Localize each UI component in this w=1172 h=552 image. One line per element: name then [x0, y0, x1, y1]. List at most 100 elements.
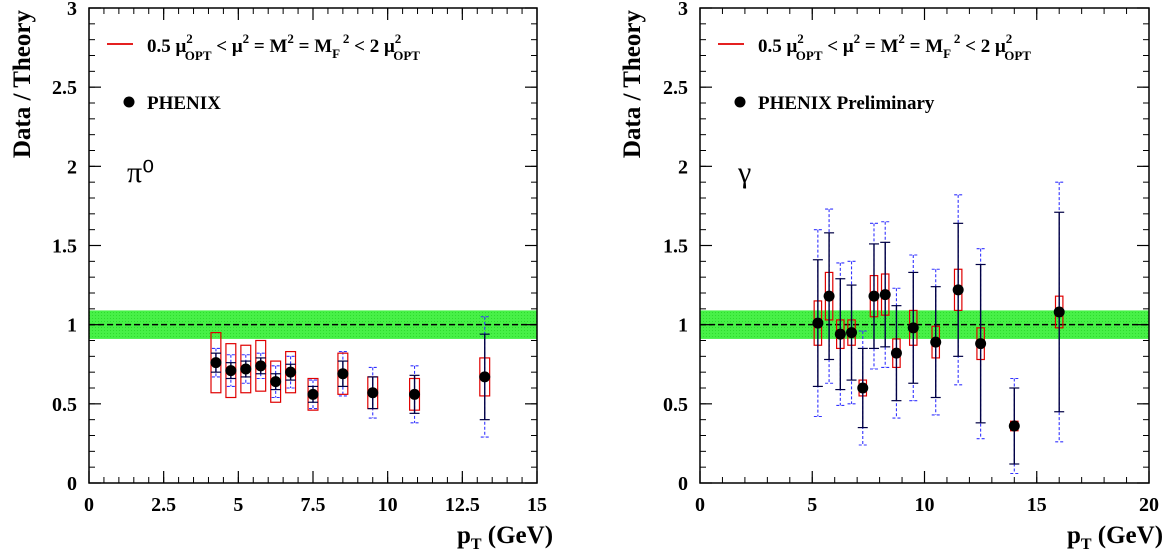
x-tick-label: 2.5	[151, 494, 176, 516]
data-point-0	[210, 331, 222, 394]
y-tick-label: 1.5	[52, 236, 77, 258]
x-tick-label: 10	[378, 494, 398, 516]
y-tick-label: 3	[678, 0, 688, 20]
legend-sup: 2	[898, 31, 905, 46]
legend-part: < μ	[212, 36, 243, 57]
data-point-2	[834, 262, 846, 406]
data-point-5	[285, 350, 297, 394]
data-marker	[210, 357, 222, 369]
y-tick-label: 0	[678, 473, 688, 495]
data-marker	[367, 387, 379, 399]
legend-marker	[734, 96, 746, 108]
plot-frame	[699, 7, 1150, 484]
data-marker	[270, 376, 282, 388]
x-tick-label: 7.5	[301, 494, 326, 516]
data-marker	[846, 327, 858, 339]
x-tick-label: 0	[695, 494, 705, 516]
y-tick-label: 2.5	[663, 77, 688, 99]
data-point-8	[367, 366, 379, 419]
data-marker	[823, 290, 835, 302]
legend-sub: OPT	[1004, 48, 1031, 63]
legend-marker	[123, 96, 135, 108]
legend-sup: 2	[951, 31, 961, 46]
data-marker	[930, 336, 942, 348]
data-marker	[890, 347, 902, 359]
legend-sub: OPT	[796, 48, 823, 63]
data-marker	[868, 290, 880, 302]
data-point-9	[409, 365, 421, 424]
legend-sup: 2	[287, 31, 294, 46]
x-tick-label: 5	[233, 494, 243, 516]
legend-sub: F	[332, 46, 340, 61]
y-tick-label: 2	[67, 156, 77, 178]
legend-scale-text: 0.5 μ2 OPT < μ2 = M2 = MF 2 < 2 μ2 OPT0.5 …	[758, 31, 1031, 63]
data-marker	[1053, 306, 1065, 318]
legend-sup: 2	[854, 31, 861, 46]
data-marker	[255, 360, 267, 372]
data-point-13	[1053, 181, 1065, 443]
legend-marker-text: PHENIX	[147, 93, 221, 114]
x-title-unit: (GeV)	[482, 522, 554, 549]
x-tick-label: 10	[915, 494, 935, 516]
data-point-12	[1008, 377, 1020, 475]
legend-sup: 2	[243, 31, 250, 46]
legend-sub: OPT	[393, 48, 420, 63]
data-marker	[834, 328, 846, 340]
data-point-7	[337, 351, 349, 397]
y-tick-label: 0.5	[663, 394, 688, 416]
x-tick-label: 0	[84, 494, 94, 516]
data-marker	[479, 371, 491, 383]
data-point-0	[812, 229, 824, 418]
y-tick-label: 1.5	[663, 236, 688, 258]
y-axis-title: Data / Theory	[619, 10, 646, 159]
y-tick-label: 0.5	[52, 394, 77, 416]
data-marker	[975, 338, 987, 350]
y-axis-title: Data / Theory	[9, 10, 36, 159]
y-tick-label: 3	[67, 0, 77, 20]
data-point-10	[952, 194, 964, 386]
plot-frame	[88, 7, 538, 484]
x-tick-label: 15	[527, 494, 547, 516]
data-point-5	[868, 222, 880, 370]
x-title-subscript: T	[471, 536, 482, 552]
legend-sup: 2	[1006, 31, 1013, 46]
x-tick-label: 15	[1027, 494, 1047, 516]
data-point-7	[890, 287, 902, 419]
legend-sup: 2	[186, 31, 193, 46]
x-tick-label: 20	[1139, 494, 1159, 516]
data-marker	[879, 289, 891, 301]
x-title-subscript: T	[1081, 536, 1092, 552]
legend-part: < 2 μ	[960, 36, 1006, 57]
legend-part: < 2 μ	[349, 36, 395, 57]
y-tick-label: 1	[678, 315, 688, 337]
data-marker	[1008, 420, 1020, 432]
data-point-10	[479, 316, 491, 438]
x-title-main: p	[457, 522, 471, 549]
legend-sub: OPT	[185, 48, 212, 63]
legend-part: = M	[249, 36, 287, 57]
x-tick-label: 5	[807, 494, 817, 516]
legend-sup: 2	[340, 31, 350, 46]
data-marker	[225, 365, 237, 377]
data-point-3	[255, 339, 267, 392]
data-point-4	[857, 330, 869, 446]
legend-part: 0.5 μ	[147, 36, 187, 57]
y-tick-label: 2	[678, 156, 688, 178]
data-marker	[952, 284, 964, 296]
x-title-unit: (GeV)	[1092, 522, 1164, 549]
data-point-1	[225, 343, 237, 399]
data-marker	[285, 366, 297, 378]
legend-sup: 2	[797, 31, 804, 46]
data-point-6	[879, 221, 891, 368]
x-title-main: p	[1067, 522, 1081, 549]
photon-panel: 0 0.5 1 1.5 2 2.5 3 0 5 10 15 20 Data / Theory pT (Ge…	[619, 0, 1163, 552]
legend-part: 0.5 μ	[758, 36, 798, 57]
data-point-11	[975, 248, 987, 440]
data-point-8	[907, 254, 919, 402]
data-marker	[337, 368, 349, 380]
data-point-4	[270, 360, 282, 403]
legend-sub: F	[943, 46, 951, 61]
y-tick-label: 2.5	[52, 77, 77, 99]
legend-part: = M	[294, 36, 332, 57]
